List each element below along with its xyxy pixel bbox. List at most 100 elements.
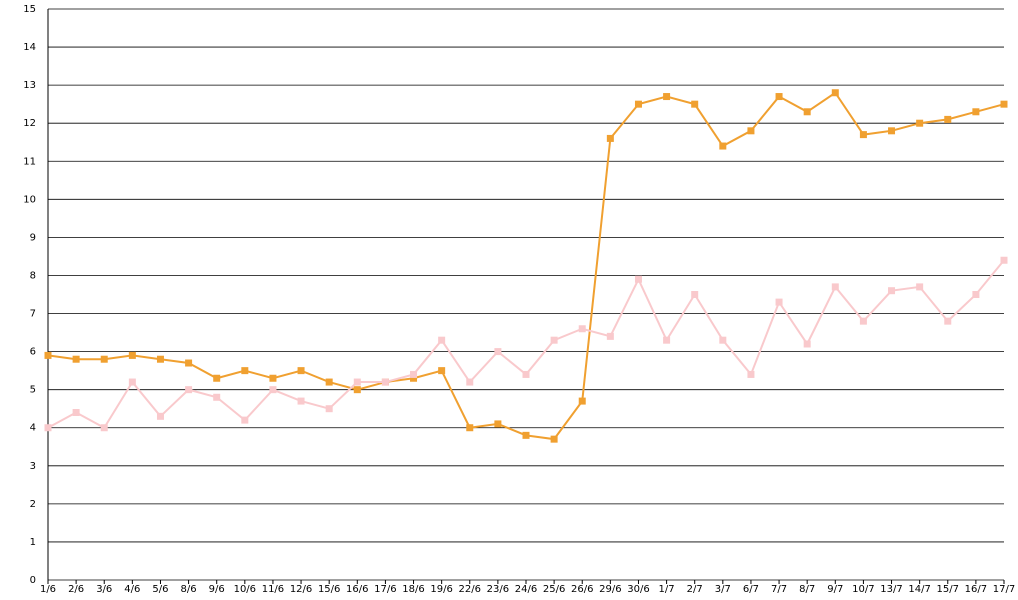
point bbox=[213, 393, 221, 401]
point bbox=[213, 374, 221, 382]
x-tick-label: 18/6 bbox=[402, 584, 424, 595]
point bbox=[156, 355, 164, 363]
point bbox=[466, 424, 474, 432]
point bbox=[550, 336, 558, 344]
point bbox=[466, 378, 474, 386]
x-tick-label: 22/6 bbox=[459, 584, 481, 595]
x-tick-label: 8/6 bbox=[181, 584, 197, 595]
point bbox=[747, 127, 755, 135]
x-tick-label: 25/6 bbox=[543, 584, 565, 595]
point bbox=[269, 386, 277, 394]
x-tick-label: 5/6 bbox=[152, 584, 168, 595]
point bbox=[128, 351, 136, 359]
y-tick-label: 15 bbox=[23, 4, 36, 15]
point bbox=[1000, 256, 1008, 264]
x-tick-label: 16/7 bbox=[965, 584, 987, 595]
y-tick-label: 3 bbox=[30, 461, 36, 472]
y-tick-label: 0 bbox=[30, 575, 36, 586]
x-tick-label: 3/7 bbox=[715, 584, 731, 595]
point bbox=[522, 431, 530, 439]
x-tick-label: 3/6 bbox=[96, 584, 112, 595]
point bbox=[831, 283, 839, 291]
x-tick-label: 17/6 bbox=[374, 584, 396, 595]
y-tick-label: 6 bbox=[30, 347, 36, 358]
x-tick-label: 15/7 bbox=[937, 584, 959, 595]
x-tick-label: 4/6 bbox=[124, 584, 140, 595]
point bbox=[72, 355, 80, 363]
x-tick-label: 9/6 bbox=[209, 584, 225, 595]
point bbox=[972, 108, 980, 116]
point bbox=[269, 374, 277, 382]
point bbox=[634, 275, 642, 283]
point bbox=[494, 348, 502, 356]
point bbox=[972, 291, 980, 298]
x-tick-label: 8/7 bbox=[799, 584, 815, 595]
x-tick-label: 13/7 bbox=[880, 584, 902, 595]
point bbox=[691, 100, 699, 108]
point bbox=[775, 93, 783, 101]
point bbox=[578, 325, 586, 333]
point bbox=[663, 93, 671, 101]
x-tick-label: 26/6 bbox=[571, 584, 593, 595]
x-tick-label: 1/6 bbox=[40, 584, 56, 595]
point bbox=[606, 134, 614, 142]
point bbox=[1000, 100, 1008, 108]
point bbox=[241, 367, 249, 375]
point bbox=[156, 412, 164, 420]
point bbox=[100, 355, 108, 363]
y-tick-label: 2 bbox=[30, 499, 36, 510]
x-tick-label: 15/6 bbox=[318, 584, 340, 595]
x-tick-label: 9/7 bbox=[827, 584, 843, 595]
x-tick-label: 6/7 bbox=[743, 584, 759, 595]
point bbox=[916, 283, 924, 291]
series-line bbox=[47, 259, 1005, 430]
point bbox=[719, 142, 727, 150]
y-tick-label: 7 bbox=[30, 309, 36, 320]
x-tick-label: 7/7 bbox=[771, 584, 787, 595]
point bbox=[72, 409, 80, 417]
point bbox=[719, 336, 727, 344]
y-tick-label: 9 bbox=[30, 232, 36, 243]
x-tick-label: 16/6 bbox=[346, 584, 368, 595]
point bbox=[606, 332, 614, 340]
point bbox=[663, 336, 671, 344]
y-tick-label: 14 bbox=[23, 42, 36, 53]
x-tick-label: 29/6 bbox=[599, 584, 621, 595]
y-tick-label: 5 bbox=[30, 385, 36, 396]
x-tick-label: 14/7 bbox=[908, 584, 930, 595]
point bbox=[916, 119, 924, 127]
point bbox=[44, 351, 52, 359]
point bbox=[185, 359, 193, 367]
x-tick-label: 19/6 bbox=[430, 584, 452, 595]
point bbox=[888, 127, 896, 135]
point bbox=[634, 100, 642, 108]
point bbox=[522, 370, 530, 378]
x-tick-label: 1/7 bbox=[659, 584, 675, 595]
point bbox=[550, 435, 558, 443]
y-tick-label: 1 bbox=[30, 537, 36, 548]
x-tick-label: 2/7 bbox=[687, 584, 703, 595]
x-tick-label: 23/6 bbox=[487, 584, 509, 595]
point bbox=[691, 291, 699, 298]
x-tick-label: 2/6 bbox=[68, 584, 84, 595]
point bbox=[803, 108, 811, 116]
x-tick-label: 30/6 bbox=[627, 584, 649, 595]
y-tick-label: 10 bbox=[23, 194, 36, 205]
point bbox=[775, 298, 783, 306]
point bbox=[859, 131, 867, 139]
point bbox=[185, 386, 193, 394]
point bbox=[410, 370, 418, 378]
x-tick-label: 12/6 bbox=[290, 584, 312, 595]
x-tick-label: 17/7 bbox=[993, 584, 1015, 595]
point bbox=[44, 424, 52, 432]
x-tick-label: 24/6 bbox=[515, 584, 537, 595]
point bbox=[944, 317, 952, 325]
point bbox=[325, 405, 333, 413]
point bbox=[578, 397, 586, 405]
y-tick-label: 12 bbox=[23, 118, 36, 129]
point bbox=[325, 378, 333, 386]
point bbox=[747, 370, 755, 378]
y-tick-label: 11 bbox=[23, 156, 36, 167]
point bbox=[410, 374, 418, 382]
